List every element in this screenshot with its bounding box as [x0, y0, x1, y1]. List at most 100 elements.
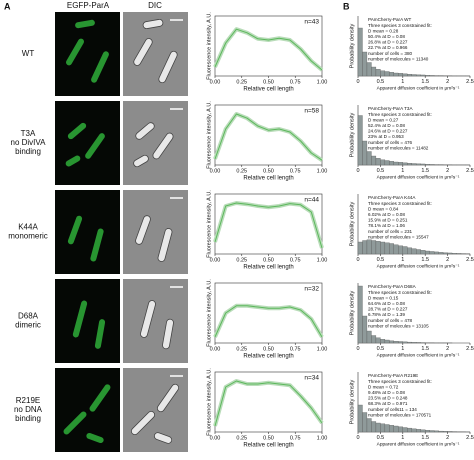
histogram-bar	[371, 66, 377, 77]
fit-summary: 15.9% at D = 0.251	[368, 218, 408, 223]
y-axis-label: Fluorescence intensity, A.U.	[206, 190, 212, 258]
panel-label: B	[343, 1, 350, 11]
sample-size: n=43	[304, 19, 319, 26]
x-tick-label: 0	[356, 346, 359, 352]
x-tick-label: 0.00	[210, 257, 221, 263]
histogram-bar	[384, 71, 390, 77]
fit-summary: 24.6% at D = 0.227	[368, 129, 408, 134]
fit-summary: D mean = 0.84	[368, 206, 399, 211]
fit-summary: 28.7% at D = 0.227	[368, 307, 408, 312]
cell-fluorescence	[89, 384, 111, 412]
histogram-bar	[402, 162, 408, 166]
confidence-band	[213, 379, 324, 427]
histogram-bar	[362, 140, 368, 166]
histogram-bar	[442, 252, 448, 255]
x-tick-label: 0.25	[236, 168, 247, 174]
cell-fluorescence	[63, 411, 87, 435]
histogram-bar	[357, 285, 363, 344]
x-tick-label: 1.5	[421, 346, 429, 352]
histogram-bar	[407, 427, 412, 433]
cell-fluorescence	[86, 432, 104, 444]
histogram-bar	[362, 412, 368, 433]
fluorescence-image	[55, 279, 120, 363]
fit-summary: D mean = 0.28	[368, 28, 399, 33]
x-tick-label: 1	[401, 435, 404, 441]
cell-dic	[135, 215, 151, 245]
cell-dic	[130, 410, 156, 436]
histogram-bar	[420, 163, 426, 166]
x-tick-label: 0.25	[236, 435, 247, 441]
histogram-bar	[411, 428, 417, 433]
histogram-bar	[375, 337, 381, 344]
fit-summary: 6.02% at D = 0.08	[368, 212, 405, 217]
fit-summary: number of cells = 478	[368, 318, 412, 323]
histogram-bar	[366, 151, 372, 166]
sample-size: n=44	[304, 197, 319, 204]
x-tick-label: 0	[356, 257, 359, 263]
histogram-bar	[389, 425, 394, 433]
dic-image	[123, 279, 188, 363]
fit-summary: PAmCherry-ParA WT	[368, 17, 411, 22]
histogram-bar	[384, 160, 390, 166]
profile-line	[214, 305, 323, 338]
x-tick-label: 1.5	[421, 435, 429, 441]
profile-line	[214, 202, 323, 249]
histogram-bar	[366, 418, 372, 433]
cell-dic	[140, 300, 156, 338]
x-tick-label: 1	[401, 346, 404, 352]
histogram-bar	[380, 241, 386, 255]
histogram-bar	[416, 342, 421, 344]
x-tick-label: 1.5	[421, 168, 429, 174]
x-tick-label: 0.5	[377, 435, 385, 441]
histogram-bar	[425, 430, 430, 433]
histogram-bar	[407, 74, 412, 77]
fit-summary: Three species 3 constrained fit:	[368, 290, 432, 295]
row-label: R219E	[16, 396, 40, 405]
x-tick-label: 2.5	[466, 168, 474, 174]
x-tick-label: 0.5	[377, 257, 385, 263]
cell-fluorescence	[66, 38, 84, 66]
fit-summary: number of molecules = 11482	[368, 145, 429, 150]
histogram-bar	[425, 250, 430, 255]
fit-summary: 23.5% at D = 0.248	[368, 396, 408, 401]
histogram-bar	[393, 425, 399, 433]
row-label: WT	[22, 49, 35, 58]
x-tick-label: 2	[446, 435, 449, 441]
x-tick-label: 0.75	[290, 257, 301, 263]
histogram-bar	[447, 431, 453, 433]
histogram-bar	[357, 241, 363, 255]
fit-summary: Three species 3 constrained fit:	[368, 23, 432, 28]
x-tick-label: 0.75	[290, 79, 301, 85]
histogram-bar	[407, 341, 412, 344]
histogram-bar	[384, 339, 390, 344]
histogram-bar	[371, 155, 377, 166]
profile-line	[214, 113, 323, 161]
cell-dic	[158, 50, 178, 84]
fluorescence-image	[55, 190, 120, 274]
x-tick-label: 0.00	[210, 168, 221, 174]
x-tick-label: 0.50	[263, 346, 274, 352]
dic-image	[123, 190, 188, 274]
fit-summary: Three species 3 constrained fit:	[368, 379, 432, 384]
fit-summary: number of cells = 231	[368, 229, 412, 234]
fit-summary: PAmCherry-ParA R219E	[368, 373, 418, 378]
x-tick-label: 0.75	[290, 346, 301, 352]
fit-summary: 52.4% at D = 0.08	[368, 123, 405, 128]
histogram-bar	[384, 424, 390, 433]
x-tick-label: 2	[446, 168, 449, 174]
histogram-bar	[398, 162, 403, 166]
x-tick-label: 0.50	[263, 435, 274, 441]
histogram-bar	[362, 315, 368, 344]
x-tick-label: 1	[401, 168, 404, 174]
x-tick-label: 2.5	[466, 257, 474, 263]
x-tick-label: 1	[401, 257, 404, 263]
fit-summary: D mean = 0.72	[368, 384, 399, 389]
histogram-bar	[357, 115, 363, 166]
fit-summary: Three species 3 constrained fit:	[368, 201, 432, 206]
x-tick-label: 2.5	[466, 435, 474, 441]
fit-summary: 22.7% at D = 0.966	[368, 45, 408, 50]
x-tick-label: 0.5	[377, 79, 385, 85]
x-axis-label: Apparent diffusion coefficient in µm²s⁻¹	[377, 263, 460, 269]
fit-summary: number of molecules = 15547	[368, 234, 429, 239]
fluorescence-image	[55, 101, 120, 185]
